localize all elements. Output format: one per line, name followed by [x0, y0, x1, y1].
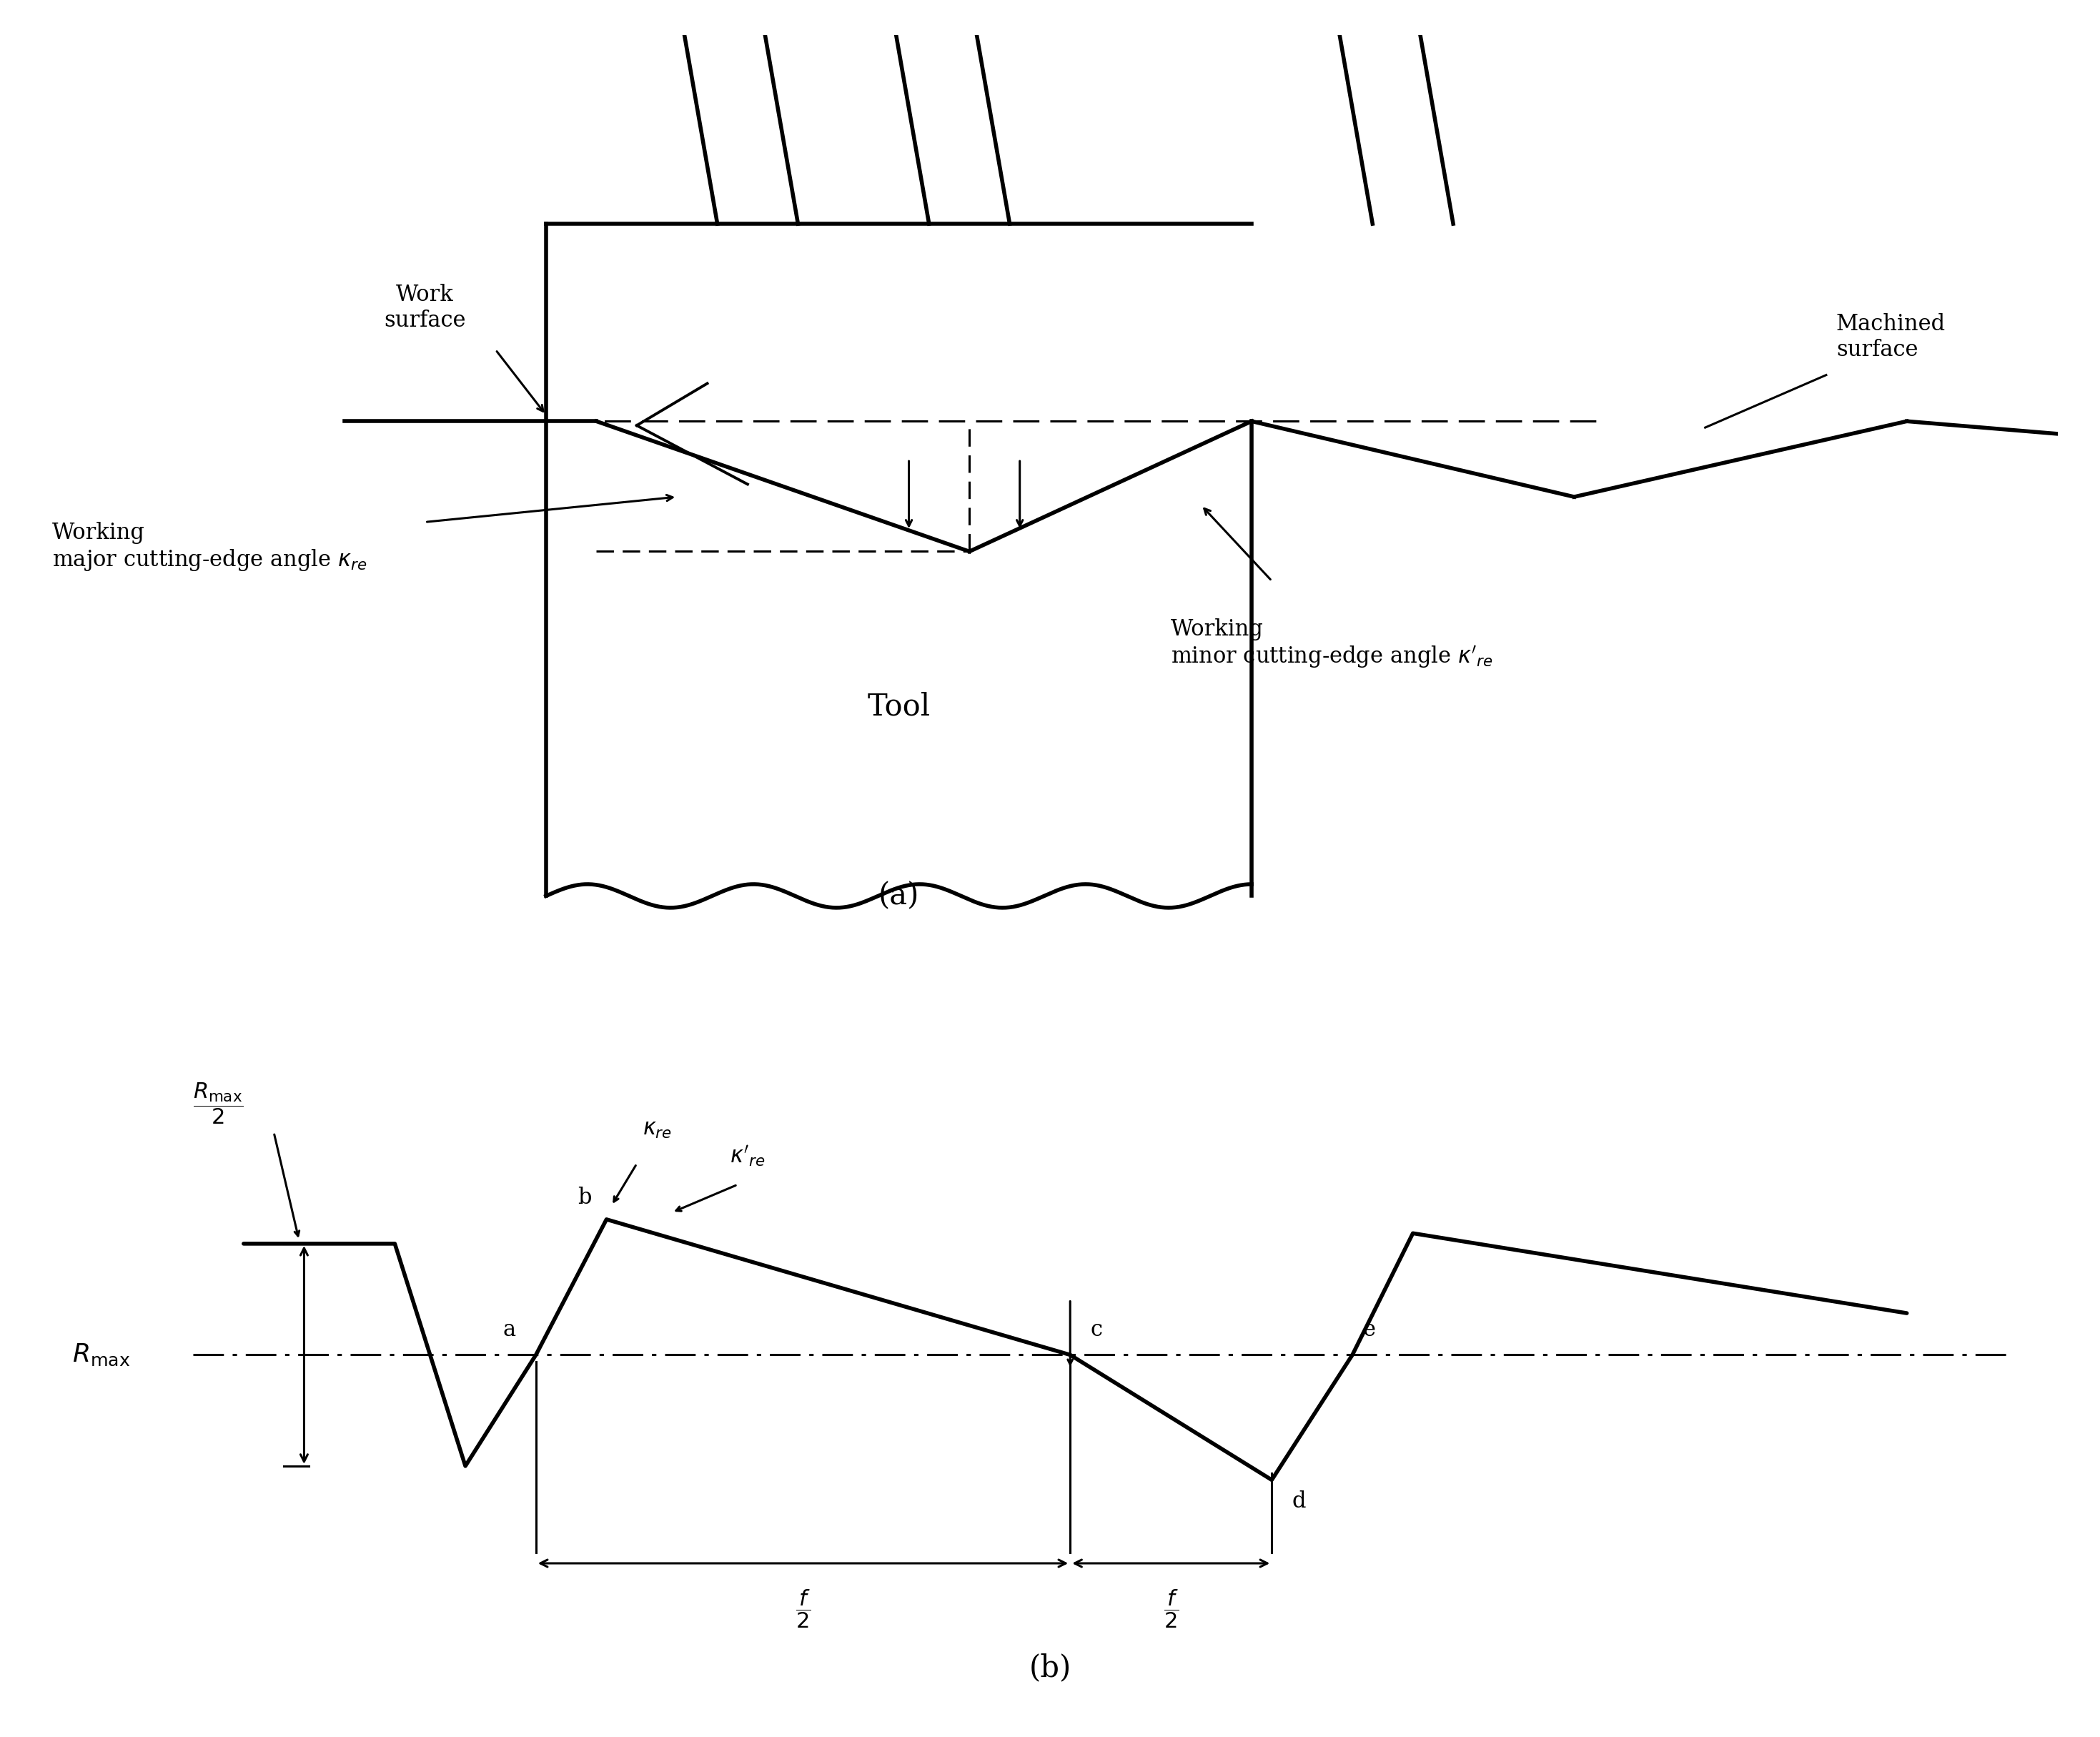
- Text: $\kappa'_{re}$: $\kappa'_{re}$: [731, 1145, 764, 1169]
- Text: (b): (b): [1029, 1652, 1071, 1683]
- Text: (a): (a): [878, 881, 920, 910]
- Text: $R_{\mathrm{max}}$: $R_{\mathrm{max}}$: [71, 1343, 130, 1367]
- Text: Working
minor cutting-edge angle $\kappa'_{re}$: Working minor cutting-edge angle $\kappa…: [1172, 618, 1493, 670]
- Text: a: a: [502, 1318, 517, 1341]
- Text: c: c: [1090, 1318, 1102, 1341]
- Text: $\kappa_{re}$: $\kappa_{re}$: [643, 1119, 672, 1139]
- Text: e: e: [1363, 1318, 1376, 1341]
- Text: d: d: [1292, 1490, 1306, 1513]
- Text: $\dfrac{R_{\mathrm{max}}}{2}$: $\dfrac{R_{\mathrm{max}}}{2}$: [193, 1080, 244, 1126]
- Text: b: b: [578, 1186, 592, 1209]
- Text: $\dfrac{f}{2}$: $\dfrac{f}{2}$: [1163, 1588, 1178, 1629]
- Text: Work
surface: Work surface: [384, 283, 466, 332]
- Text: Machined
surface: Machined surface: [1835, 313, 1947, 361]
- Text: Working
major cutting-edge angle $\kappa_{re}$: Working major cutting-edge angle $\kappa…: [52, 521, 368, 573]
- Text: Tool: Tool: [867, 691, 930, 723]
- Text: $\dfrac{f}{2}$: $\dfrac{f}{2}$: [796, 1588, 811, 1629]
